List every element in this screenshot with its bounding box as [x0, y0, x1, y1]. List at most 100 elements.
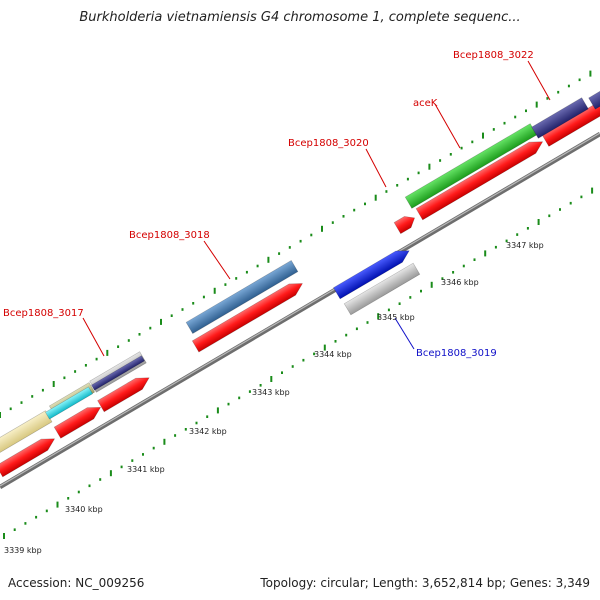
major-tick	[377, 313, 380, 320]
minor-tick	[546, 97, 549, 100]
gene-label-bcep1808-3018[interactable]: Bcep1808_3018	[129, 230, 210, 241]
minor-tick	[567, 84, 570, 88]
gene-bcep1808-3023[interactable]	[588, 90, 600, 110]
gene-bcep1808-3017-inner[interactable]	[91, 355, 145, 391]
minor-tick	[24, 522, 27, 525]
minor-tick	[149, 326, 152, 330]
minor-tick	[578, 78, 581, 82]
major-tick	[484, 250, 487, 257]
minor-tick	[494, 245, 497, 249]
gene-cyan[interactable]	[45, 386, 93, 420]
minor-tick	[557, 90, 560, 94]
gene-cyan-shape[interactable]	[45, 386, 93, 420]
cds-bcep1808-3018-shape[interactable]	[191, 278, 305, 353]
gene-label-bcep1808-3022[interactable]: Bcep1808_3022	[453, 50, 534, 61]
cds-bcep1808-3017-shape[interactable]	[97, 372, 153, 413]
kbp-label: 3346 kbp	[441, 278, 479, 287]
minor-tick	[331, 221, 334, 224]
minor-tick	[9, 407, 12, 411]
minor-tick	[288, 246, 291, 249]
gene-label-bcep1808-3019[interactable]: Bcep1808_3019	[416, 348, 497, 359]
minor-tick	[313, 352, 316, 356]
lower-tick-row	[3, 187, 594, 539]
chromosome-backbone	[0, 132, 600, 489]
cds-bcep1808-3016[interactable]	[0, 433, 58, 478]
minor-tick	[514, 115, 517, 119]
major-tick	[213, 287, 216, 294]
gene-bcep1808-3017-inner-shape[interactable]	[91, 355, 145, 391]
kbp-label: 3340 kbp	[65, 505, 103, 514]
minor-tick	[99, 478, 102, 481]
minor-tick	[398, 302, 401, 305]
major-tick	[216, 407, 219, 414]
gene-bcep1808-3018-shape[interactable]	[185, 260, 299, 334]
kbp-label: 3339 kbp	[4, 546, 42, 555]
minor-tick	[569, 201, 572, 205]
minor-tick	[195, 421, 198, 425]
minor-tick	[31, 395, 34, 398]
gene-acek[interactable]	[404, 123, 538, 209]
minor-tick	[41, 388, 44, 392]
major-tick	[0, 412, 1, 418]
minor-tick	[74, 370, 77, 373]
minor-tick	[396, 184, 399, 187]
gene-bcep1808-3019-shape[interactable]	[343, 262, 421, 316]
kbp-label: 3344 kbp	[314, 350, 352, 359]
cds-bcep1808-3017a-shape[interactable]	[53, 402, 104, 439]
minor-tick	[473, 258, 476, 261]
minor-tick	[291, 365, 294, 368]
major-tick	[160, 318, 162, 325]
gene-bcep1808-3022-shape[interactable]	[531, 97, 589, 139]
minor-tick	[77, 490, 80, 494]
gene-bcep1808-3016-shape[interactable]	[0, 410, 53, 454]
minor-tick	[462, 264, 465, 268]
cds-bcep1808-3019[interactable]	[333, 245, 413, 300]
leader-acek	[434, 103, 461, 149]
gene-bcep1808-3022[interactable]	[531, 97, 589, 139]
cds-bcep1808-3018[interactable]	[191, 278, 305, 353]
minor-tick	[449, 153, 452, 156]
cds-bcep1808-3020[interactable]	[393, 212, 418, 235]
gene-acek-shape[interactable]	[404, 123, 538, 209]
minor-tick	[417, 171, 420, 175]
gene-label-acek[interactable]: aceK	[413, 98, 438, 109]
minor-tick	[385, 190, 388, 193]
minor-tick	[181, 308, 184, 311]
cds-bcep1808-3017a[interactable]	[53, 402, 104, 439]
cds-acek[interactable]	[415, 136, 546, 221]
minor-tick	[420, 289, 422, 293]
minor-tick	[334, 340, 337, 343]
cds-bcep1808-3020-shape[interactable]	[393, 212, 418, 235]
minor-tick	[142, 453, 144, 456]
minor-tick	[345, 333, 348, 337]
minor-tick	[63, 376, 66, 380]
kbp-label: 3345 kbp	[377, 313, 415, 322]
major-tick	[537, 219, 540, 225]
cds-bcep1808-3017[interactable]	[97, 372, 153, 413]
feature-track	[0, 90, 600, 478]
gene-label-bcep1808-3020[interactable]: Bcep1808_3020	[288, 138, 369, 149]
cds-acek-shape[interactable]	[415, 136, 546, 221]
minor-tick	[409, 296, 412, 299]
minor-tick	[452, 271, 455, 274]
gene-bcep1808-3023-shape[interactable]	[588, 90, 600, 110]
minor-tick	[460, 146, 463, 150]
gene-bcep1808-3016[interactable]	[0, 410, 53, 454]
minor-tick	[184, 428, 187, 431]
major-tick	[374, 194, 377, 201]
minor-tick	[299, 239, 302, 243]
cds-bcep1808-3016-shape[interactable]	[0, 433, 58, 478]
minor-tick	[238, 396, 241, 400]
leader-3019	[394, 317, 415, 350]
gene-label-bcep1808-3017[interactable]: Bcep1808_3017	[3, 308, 84, 319]
major-tick	[267, 256, 270, 263]
gene-bcep1808-3019[interactable]	[343, 262, 421, 316]
kbp-label: 3342 kbp	[189, 427, 227, 436]
gene-bcep1808-3018[interactable]	[185, 260, 299, 334]
minor-tick	[206, 415, 209, 418]
major-tick	[323, 344, 326, 351]
minor-tick	[20, 401, 23, 404]
cds-bcep1808-3019-shape[interactable]	[333, 245, 413, 300]
minor-tick	[580, 195, 583, 199]
